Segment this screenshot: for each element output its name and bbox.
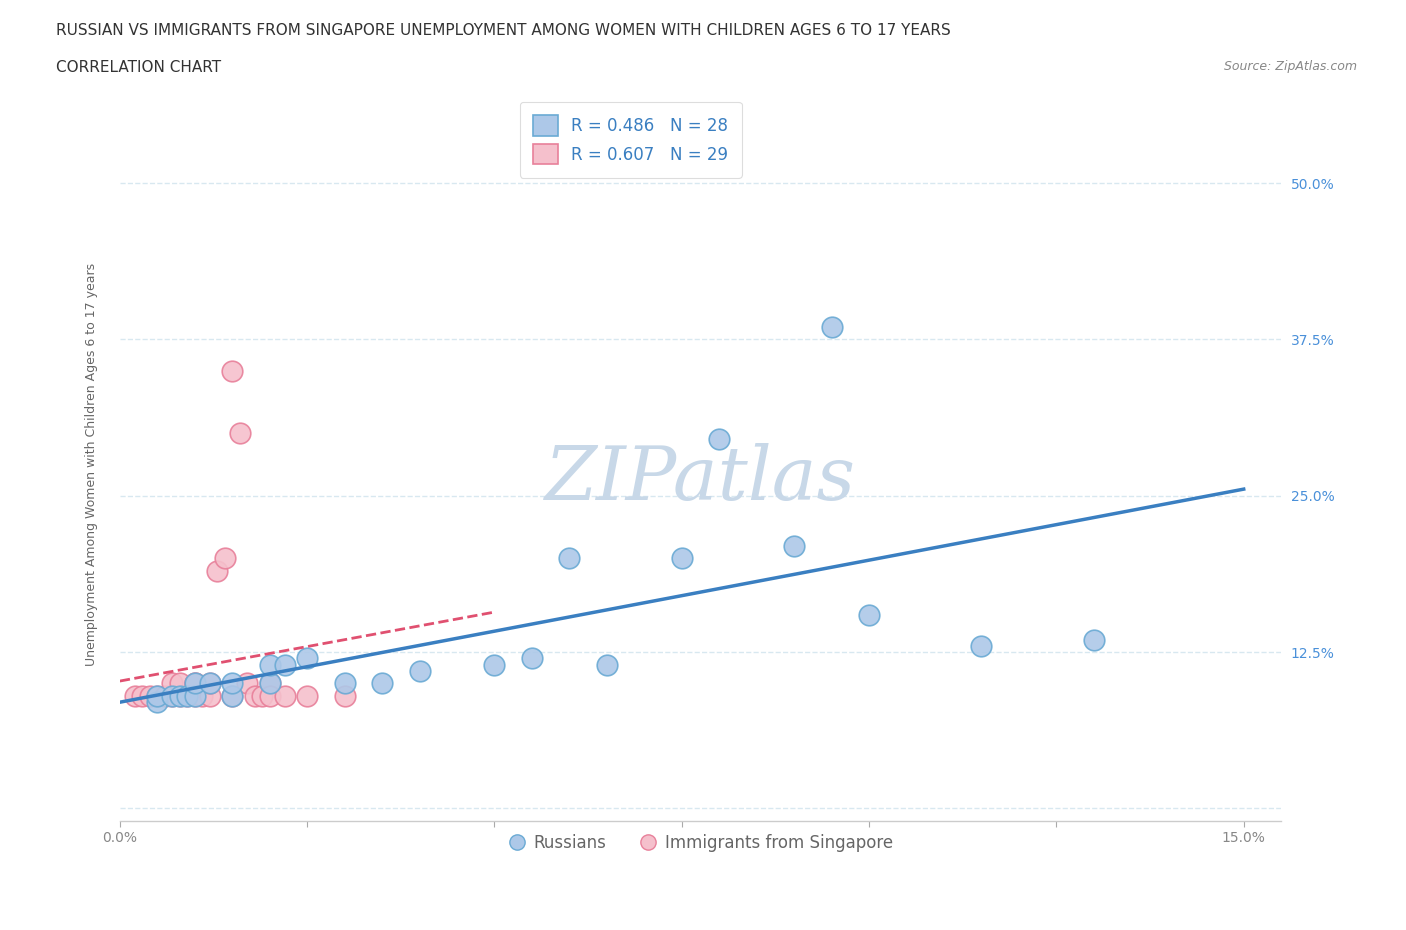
Point [273,658,295,672]
Point [198,688,221,703]
Point [184,676,207,691]
Point [1083,632,1105,647]
Point [236,676,259,691]
Point [273,688,295,703]
Point [783,538,806,553]
Point [184,688,207,703]
Point [558,551,581,565]
Point [295,651,318,666]
Point [191,688,214,703]
Point [221,364,243,379]
Point [970,638,993,653]
Point [221,688,243,703]
Point [162,676,184,691]
Point [153,688,176,703]
Point [124,688,146,703]
Point [858,607,880,622]
Point [131,688,153,703]
Point [709,432,731,447]
Point [596,658,619,672]
Point [408,663,430,678]
Point [146,695,169,710]
Point [162,688,184,703]
Point [671,551,693,565]
Point [371,676,394,691]
Point [520,651,543,666]
Point [198,676,221,691]
Point [243,688,266,703]
Point [184,676,207,691]
Point [221,688,243,703]
Point [259,676,281,691]
Text: Source: ZipAtlas.com: Source: ZipAtlas.com [1223,60,1357,73]
Point [484,658,506,672]
Text: CORRELATION CHART: CORRELATION CHART [56,60,221,75]
Point [259,676,281,691]
Point [169,688,191,703]
Point [146,688,169,703]
Point [820,320,842,335]
Point [295,688,318,703]
Point [176,688,198,703]
Text: ZIPatlas: ZIPatlas [546,443,856,515]
Point [333,688,356,703]
Point [214,551,236,565]
Point [169,676,191,691]
Point [169,688,191,703]
Point [221,676,243,691]
Legend: Russians, Immigrants from Singapore: Russians, Immigrants from Singapore [502,828,900,859]
Text: RUSSIAN VS IMMIGRANTS FROM SINGAPORE UNEMPLOYMENT AMONG WOMEN WITH CHILDREN AGES: RUSSIAN VS IMMIGRANTS FROM SINGAPORE UNE… [56,23,950,38]
Y-axis label: Unemployment Among Women with Children Ages 6 to 17 years: Unemployment Among Women with Children A… [86,263,98,666]
Point [198,676,221,691]
Point [146,688,169,703]
Point [259,688,281,703]
Point [176,688,198,703]
Point [184,688,207,703]
Point [207,564,229,578]
Point [333,676,356,691]
Point [228,426,250,441]
Point [250,688,273,703]
Point [162,688,184,703]
Point [184,676,207,691]
Point [139,688,162,703]
Point [259,658,281,672]
